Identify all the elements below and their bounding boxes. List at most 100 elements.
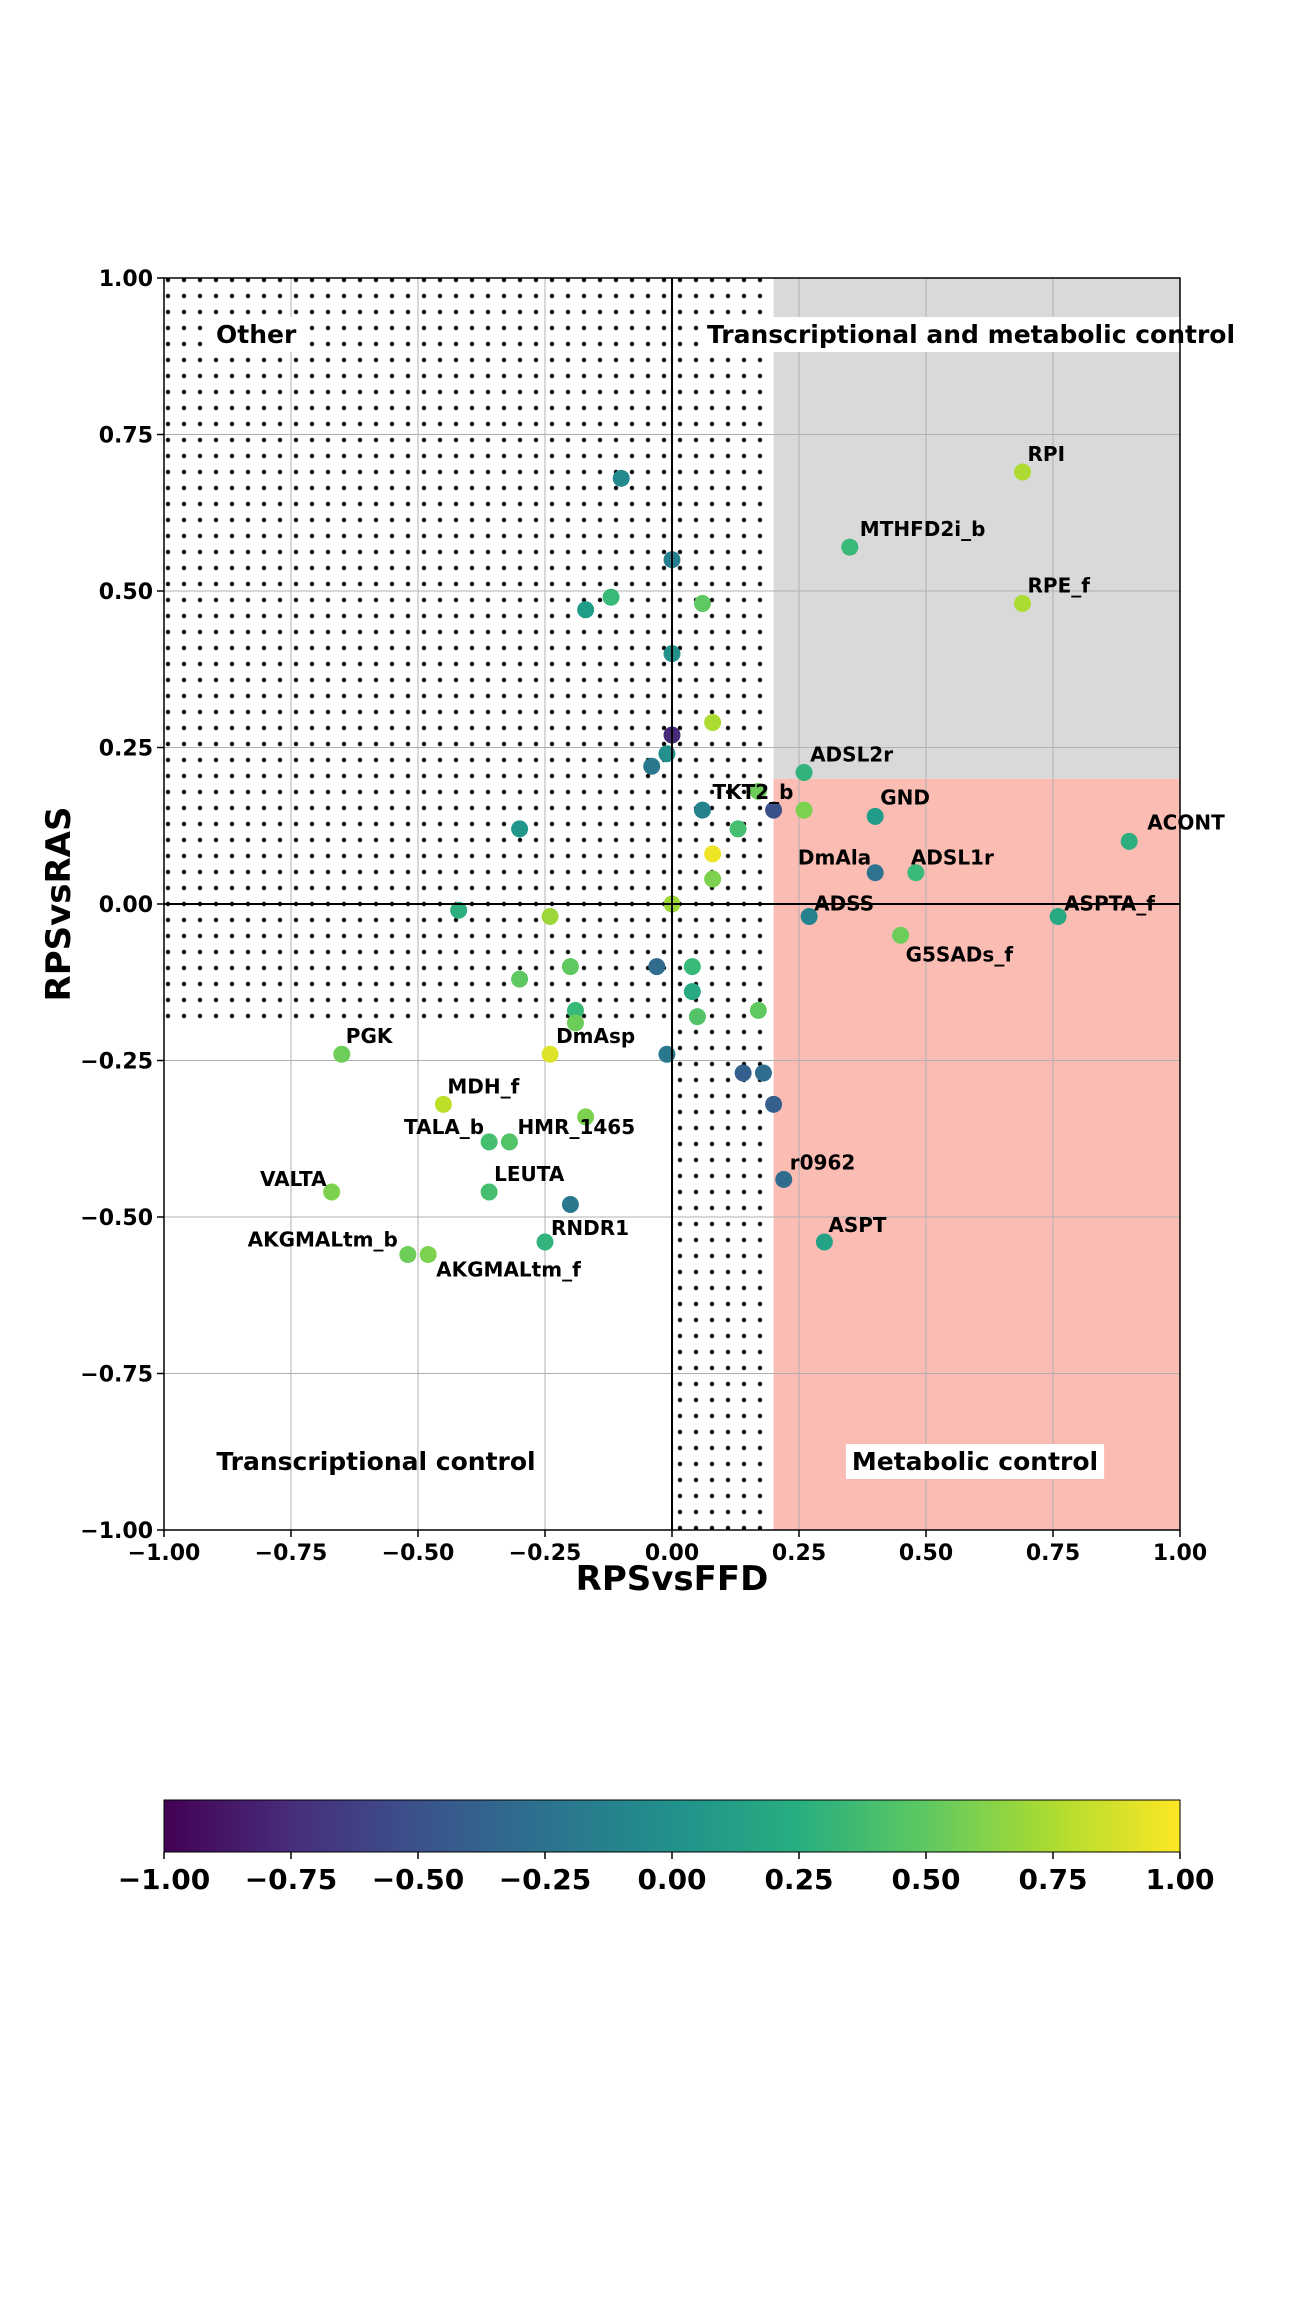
data-point	[500, 1133, 518, 1151]
point-label: ACONT	[1147, 810, 1225, 834]
point-label: VALTA	[260, 1167, 327, 1191]
data-point	[795, 764, 813, 782]
region-label-transcriptional-and-metabolic: Transcriptional and metabolic control	[707, 320, 1235, 349]
data-point	[541, 908, 559, 926]
y-tick-label: 0.75	[99, 424, 153, 449]
data-point	[648, 958, 666, 976]
point-label: ASPT	[828, 1213, 887, 1237]
data-points	[323, 463, 1138, 1264]
point-label: HMR_1465	[517, 1115, 635, 1139]
point-label: r0962	[790, 1150, 856, 1174]
data-point	[511, 970, 529, 988]
data-point	[683, 958, 701, 976]
x-axis-title: RPSvsFFD	[576, 1559, 769, 1599]
y-tick-label: −0.25	[80, 1050, 153, 1075]
colorbar-tick-label: −0.50	[372, 1863, 465, 1896]
point-label: DmAsp	[556, 1024, 635, 1048]
data-point	[749, 782, 767, 800]
data-point	[577, 1108, 595, 1126]
data-point	[480, 1133, 498, 1151]
point-labels: RPI MTHFD2i_b RPE_f ADSL2r GND ACONT DmAla ADSL…	[248, 442, 1225, 1282]
y-tick-label: 1.00	[99, 267, 153, 292]
data-point	[643, 757, 661, 775]
colorbar-tick-label: 1.00	[1145, 1863, 1214, 1896]
data-point	[511, 820, 529, 838]
data-point	[1014, 463, 1032, 481]
point-label: G5SADs_f	[906, 942, 1014, 966]
data-point	[561, 1195, 579, 1213]
colorbar-tick-label: −0.25	[499, 1863, 592, 1896]
point-label: ADSL2r	[810, 743, 893, 767]
point-label: RPE_f	[1028, 574, 1091, 598]
region-labels: Other Transcriptional and metabolic contr…	[210, 317, 1242, 1479]
x-tick-label: −0.75	[255, 1541, 328, 1566]
data-point	[602, 588, 620, 606]
data-point	[704, 845, 722, 863]
y-tick-label: −0.75	[80, 1363, 153, 1388]
data-point	[775, 1170, 793, 1188]
data-point	[683, 983, 701, 1001]
data-point	[434, 1095, 452, 1113]
point-label: ADSL1r	[911, 846, 994, 870]
data-point	[749, 1001, 767, 1019]
colorbar-gradient	[163, 1799, 1181, 1853]
point-label: RPI	[1028, 442, 1066, 466]
region-label-transcriptional-control: Transcriptional control	[216, 1447, 535, 1476]
region-label-other-box	[210, 317, 303, 352]
data-point	[693, 801, 711, 819]
data-point	[450, 901, 468, 919]
data-point	[841, 538, 859, 556]
data-point	[399, 1246, 417, 1264]
region-label-metabolic-control-box	[845, 1444, 1105, 1479]
region-other-hatch	[164, 278, 774, 1030]
point-label: TKT2_b	[712, 780, 793, 804]
y-tick-label: −1.00	[80, 1519, 153, 1544]
data-point	[1120, 832, 1138, 850]
point-label: AKGMALtm_b	[248, 1228, 398, 1252]
colorbar-tick-label: −0.75	[245, 1863, 338, 1896]
point-label: MTHFD2i_b	[860, 517, 986, 541]
point-label: GND	[880, 785, 930, 809]
point-label: LEUTA	[494, 1162, 565, 1186]
region-label-metabolic-control: Metabolic control	[852, 1447, 1098, 1476]
x-tick-label: 0.75	[1026, 1541, 1080, 1566]
x-tick-label: 0.50	[899, 1541, 953, 1566]
data-point	[754, 1064, 772, 1082]
data-point	[541, 1045, 559, 1063]
region-other-hatch-lower	[672, 1029, 774, 1530]
y-tick-label: −0.50	[80, 1206, 153, 1231]
data-point	[577, 601, 595, 619]
data-point	[333, 1045, 351, 1063]
data-point	[907, 864, 925, 882]
data-point	[561, 958, 579, 976]
point-label: RNDR1	[551, 1216, 629, 1240]
x-tick-label: −0.25	[509, 1541, 582, 1566]
colorbar: −1.00 −0.75 −0.50 −0.25 0.00 0.25 0.50 0.75 1.00	[118, 1799, 1215, 1896]
data-point	[734, 1064, 752, 1082]
data-point	[693, 595, 711, 613]
x-tick-label: 0.25	[772, 1541, 826, 1566]
data-point	[688, 1008, 706, 1026]
colorbar-tick-label: 0.25	[764, 1863, 833, 1896]
x-tick-label: −0.50	[382, 1541, 455, 1566]
data-point	[704, 870, 722, 888]
data-point	[419, 1246, 437, 1264]
data-point	[795, 801, 813, 819]
y-tick-label: 0.25	[99, 737, 153, 762]
x-tick-label: 1.00	[1153, 1541, 1207, 1566]
y-axis-title: RPSvsRAS	[39, 807, 79, 1002]
colorbar-tick-label: 0.00	[637, 1863, 706, 1896]
point-label: PGK	[346, 1024, 394, 1048]
data-point	[866, 864, 884, 882]
point-label: TALA_b	[404, 1115, 484, 1139]
region-label-other: Other	[216, 320, 297, 349]
data-point	[1049, 908, 1067, 926]
data-point	[892, 926, 910, 944]
data-point	[765, 801, 783, 819]
region-label-transcriptional-and-metabolic-box	[700, 317, 1242, 352]
data-point	[566, 1014, 584, 1032]
region-transcriptional-and-metabolic	[773, 278, 1180, 779]
data-point	[704, 713, 722, 731]
x-tick-label: 0.00	[645, 1541, 699, 1566]
